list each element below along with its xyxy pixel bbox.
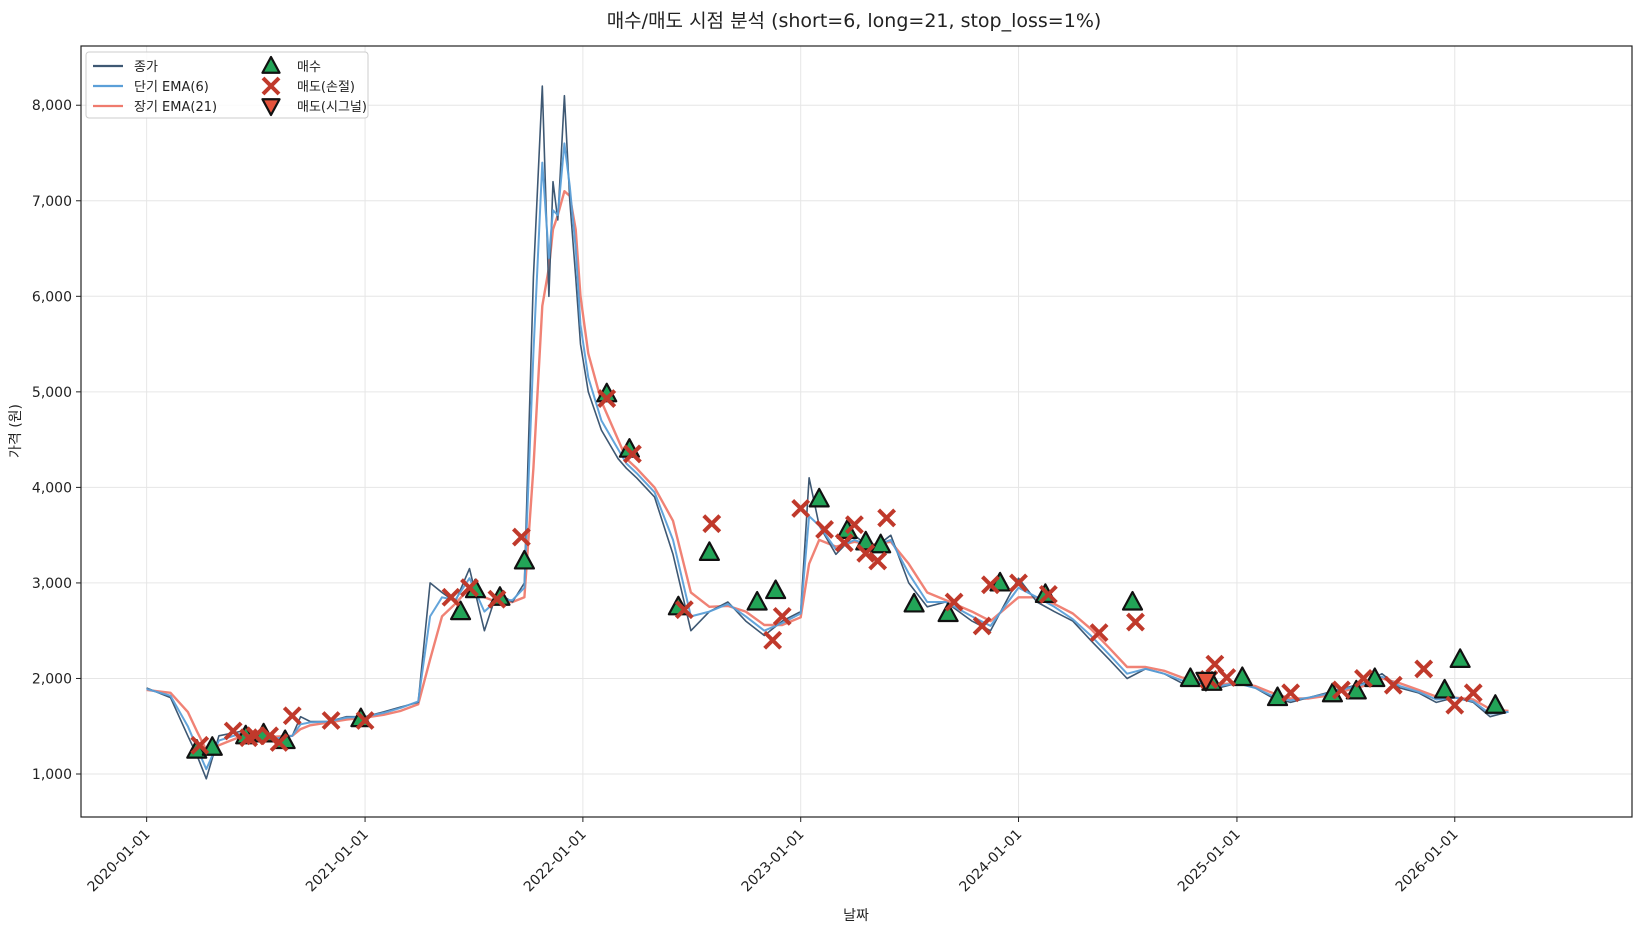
buy-marker [449,600,472,621]
sell-stop-marker [441,587,461,607]
grid [81,46,1632,817]
legend-label-sell-signal: 매도(시그널) [297,100,367,115]
sell-stop-marker [1038,584,1058,604]
sell-stop-marker [321,711,341,730]
y-axis-label: 가격 (원) [8,404,24,458]
y-tick-label: 2,000 [32,671,72,687]
sell-stop-marker [844,515,864,535]
sell-stop-marker [1383,675,1403,695]
sell-stop-marker [763,630,783,650]
sell-stop-marker [1414,659,1434,679]
buy-marker [698,541,720,561]
sell-stop-marker [981,575,1000,595]
sell-stop-marker [1445,695,1465,715]
sell-stop-marker [223,721,243,741]
buy-marker [1121,590,1144,611]
y-tick-label: 3,000 [32,576,72,592]
sell-stop-marker [1089,623,1109,643]
buy-marker [870,533,892,554]
sell-stop-marker [245,726,265,746]
legend-label-buy: 매수 [297,60,321,75]
legend-label-ema_long: 장기 EMA(21) [134,100,217,115]
sell-stop-marker [972,616,992,636]
legend-label-sell-stop: 매도(손절) [297,80,355,95]
legend-swatch-sell-stop [261,76,281,96]
sell-stop-marker [791,498,811,518]
y-tick-label: 6,000 [32,289,72,305]
legend-label-close: 종가 [134,60,158,75]
chart-title: 매수/매도 시점 분석 (short=6, long=21, stop_loss… [607,10,1102,32]
buy-marker [1345,679,1367,700]
sell-stop-marker [487,589,507,609]
sell-stop-marker [1217,668,1237,687]
buy-marker [765,579,787,600]
buy-marker [1484,694,1506,714]
x-axis-label: 날짜 [843,908,869,924]
buy-marker [855,530,877,551]
sell-stop-marker [834,533,854,553]
y-tick-label: 5,000 [32,385,72,401]
sell-stop-marker [877,508,897,528]
sell-stop-marker [622,444,642,464]
sell-stop-marker [1281,683,1301,703]
buy-marker [808,487,830,508]
sell-stop-marker [512,527,531,547]
sell-stop-marker [269,733,289,752]
legend-label-ema_short: 단기 EMA(6) [134,80,209,95]
plot-frame [80,45,1633,818]
y-tick-label: 1,000 [32,767,72,783]
sell-stop-marker [944,592,964,612]
buy-marker [1449,648,1471,668]
buy-marker [746,590,768,611]
sell-stop-marker [856,543,876,563]
sell-stop-marker [1331,680,1351,700]
buy-marker [1179,667,1201,688]
sell-stop-marker [772,606,792,626]
sell-stop-marker [868,551,888,571]
sell-stop-marker [260,726,279,746]
sell-stop-marker [282,706,302,726]
legend-swatch-sell-signal [261,98,281,117]
buy-marker [1231,666,1253,687]
sell-stop-marker [1463,683,1483,703]
y-tick-label: 7,000 [32,194,72,210]
sell-stop-marker [597,389,617,408]
y-tick-label: 8,000 [32,98,72,114]
sell-stop-marker [355,711,375,730]
buy-marker [903,592,925,613]
buy-marker [1266,686,1289,707]
sell-stop-marker [1126,612,1145,632]
sell-stop-marker [815,520,834,539]
sell-stop-marker [1009,573,1028,593]
sell-stop-marker [190,735,210,755]
buy-marker [1434,678,1456,699]
y-tick-label: 4,000 [32,480,72,496]
sell-stop-marker [1354,669,1373,688]
sell-stop-marker [674,600,694,620]
sell-stop-marker [460,578,479,598]
buy-marker [513,549,535,570]
buy-marker [1364,667,1386,688]
sell-stop-marker [702,514,722,534]
legend-swatch-buy [261,55,281,74]
sell-signal-marker [1195,671,1217,692]
buy-marker [937,602,959,623]
marker-layer [186,382,1506,759]
legend-box [85,51,369,119]
